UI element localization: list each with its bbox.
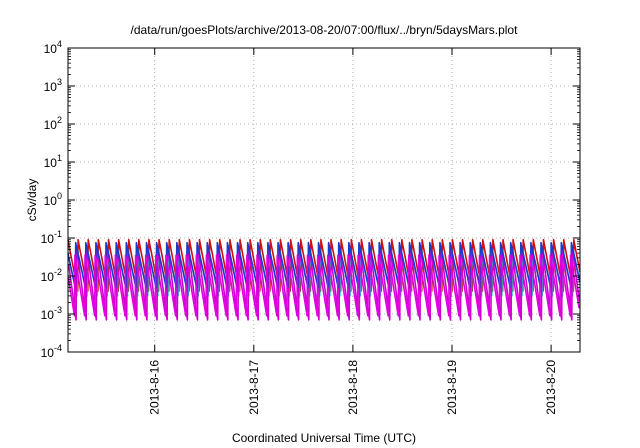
y-tick-label: 10-4	[41, 343, 62, 360]
x-tick-label: 2013-8-18	[346, 360, 360, 415]
y-tick-label: 104	[44, 39, 62, 56]
series-line	[68, 245, 581, 321]
x-tick-label: 2013-8-17	[247, 360, 261, 415]
x-axis: 2013-8-16 2013-8-17 2013-8-18 2013-8-19 2013…	[148, 48, 558, 415]
chart-title: /data/run/goesPlots/archive/2013-08-20/0…	[131, 23, 519, 37]
y-tick-label: 10-2	[41, 267, 62, 284]
x-tick-label: 2013-8-20	[544, 360, 558, 415]
y-tick-label: 103	[44, 77, 62, 94]
y-axis: 10-4 10-3 10-2 10-1 100 101 102 103 104	[41, 39, 580, 360]
x-tick-label: 2013-8-16	[148, 360, 162, 415]
y-tick-label: 102	[44, 115, 62, 132]
grid	[68, 48, 580, 352]
y-tick-label: 101	[44, 153, 62, 170]
series-group	[67, 238, 581, 321]
x-axis-label: Coordinated Universal Time (UTC)	[232, 431, 416, 445]
series-line	[67, 254, 580, 317]
x-tick-label: 2013-8-19	[445, 360, 459, 415]
series-line	[67, 241, 581, 289]
y-axis-label: cSv/day	[25, 179, 39, 222]
series-line	[67, 238, 581, 292]
y-tick-label: 100	[44, 191, 62, 208]
y-tick-label: 10-1	[41, 229, 62, 246]
y-tick-label: 10-3	[41, 305, 62, 322]
